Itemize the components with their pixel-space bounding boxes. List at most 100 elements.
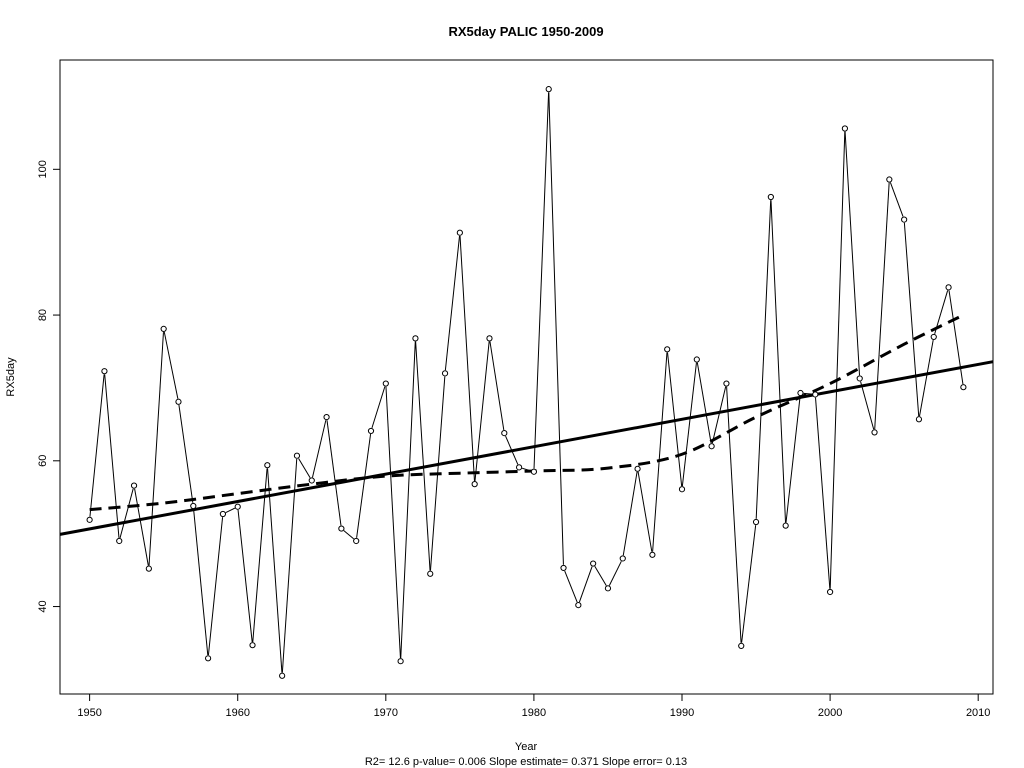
data-point [871, 429, 878, 436]
data-point [915, 416, 923, 423]
data-point [175, 398, 182, 405]
data-point [575, 601, 582, 609]
y-tick-label: 60 [37, 455, 49, 467]
data-point [264, 462, 271, 469]
data-point [353, 537, 360, 545]
linear-trend-line [59, 360, 994, 536]
observed-line-segment [326, 420, 342, 526]
observed-line-segment [755, 200, 772, 519]
data-point [664, 346, 671, 353]
observed-line-segment [225, 507, 236, 514]
data-point [412, 335, 419, 342]
y-axis-label: RX5day [5, 357, 17, 397]
observed-line-segment [119, 488, 134, 539]
data-point [190, 502, 197, 510]
observed-line-segment [371, 386, 386, 429]
observed-line-segment [785, 396, 801, 523]
observed-line-segment [844, 131, 861, 376]
data-point [145, 565, 152, 572]
data-point [723, 380, 730, 387]
data-point [441, 370, 449, 377]
data-point [382, 380, 389, 387]
data-point [397, 658, 404, 665]
observed-line-segment [89, 374, 105, 517]
data-point [812, 391, 819, 398]
observed-line-segment [815, 397, 831, 589]
data-point [338, 525, 345, 532]
observed-line-segment [578, 566, 593, 603]
data-point [752, 518, 760, 526]
smoothed-trend-line [89, 313, 965, 512]
observed-line-segment [726, 386, 742, 643]
series-layer [59, 86, 994, 679]
observed-line-segment [148, 332, 164, 566]
chart-title: RX5day PALIC 1950-2009 [448, 24, 603, 39]
observed-line-segment [385, 386, 401, 659]
data-point [456, 229, 463, 236]
observed-line-segment [281, 458, 298, 673]
data-point [841, 125, 849, 132]
observed-line-segment [829, 131, 846, 589]
data-point [678, 486, 686, 493]
observed-line-segment [860, 381, 875, 430]
observed-line-segment [564, 570, 578, 603]
observed-line-segment [652, 352, 668, 552]
observed-line-segment [741, 525, 757, 643]
data-point [308, 477, 315, 484]
observed-line-segment [622, 471, 638, 556]
data-point [501, 430, 508, 437]
observed-line-segment [489, 341, 505, 431]
observed-line-segment [163, 331, 179, 399]
observed-line-segment [312, 420, 327, 478]
data-point [279, 672, 286, 679]
x-tick-label: 1950 [77, 707, 101, 719]
observed-line-segment [874, 182, 890, 430]
observed-line-segment [919, 339, 934, 417]
data-point [693, 356, 700, 363]
data-point [367, 427, 375, 435]
plot-frame [59, 59, 994, 695]
observed-line-segment [134, 488, 149, 566]
x-axis: 1950 1960 1970 1980 1990 2000 2010 [77, 694, 990, 719]
data-point [101, 368, 108, 375]
x-axis-label: Year [515, 741, 538, 753]
observed-line-segment [193, 509, 209, 656]
data-point [486, 335, 493, 342]
data-point [86, 516, 93, 523]
observed-line-segment [711, 386, 727, 444]
data-point [130, 482, 138, 489]
observed-line-segment [681, 362, 697, 487]
data-point [249, 642, 256, 649]
data-point [560, 564, 567, 572]
observed-line-segment [637, 471, 653, 552]
observed-line-segment [415, 341, 431, 571]
data-point [826, 588, 834, 596]
y-tick-label: 80 [37, 309, 49, 321]
data-point [471, 481, 478, 488]
observed-line-segment [594, 566, 607, 586]
observed-line-segment [444, 235, 461, 371]
data-point [782, 522, 789, 529]
observed-line-segment [400, 341, 416, 659]
observed-line-segment [267, 468, 283, 673]
data-point [545, 86, 552, 93]
data-point [856, 375, 863, 382]
data-point [515, 464, 523, 471]
x-tick-label: 1980 [522, 707, 546, 719]
data-point [427, 570, 434, 577]
data-point [945, 284, 952, 291]
observed-line-segment [903, 222, 920, 417]
observed-line-segment [298, 458, 311, 478]
data-point [160, 325, 167, 333]
data-point [590, 560, 597, 567]
data-point [234, 503, 241, 510]
data-point [767, 193, 774, 201]
data-point [293, 452, 301, 459]
x-tick-label: 1960 [225, 707, 249, 719]
observed-line-segment [104, 374, 120, 538]
observed-line-segment [356, 434, 372, 538]
data-point [649, 551, 656, 558]
data-point [619, 555, 626, 562]
data-point [604, 585, 612, 592]
